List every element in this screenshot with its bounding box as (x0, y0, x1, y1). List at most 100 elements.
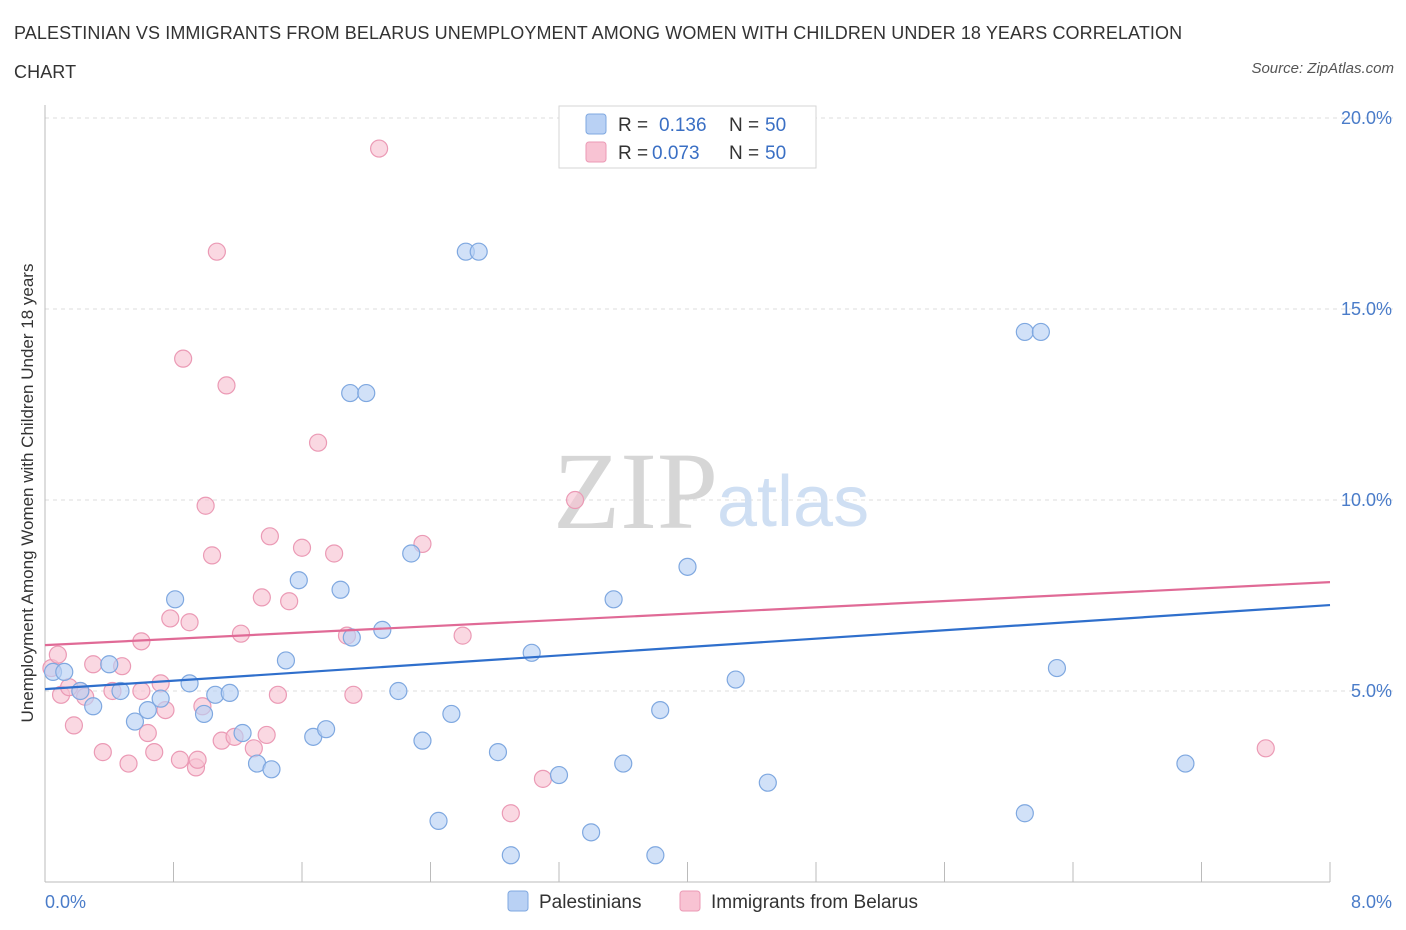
belarus-point-2 (64, 716, 84, 735)
bottom-legend-label-palestinians: Palestinians (539, 892, 641, 913)
series-palestinians-points (43, 242, 1195, 865)
palestinians-point-32 (469, 242, 488, 261)
belarus-point-28 (252, 588, 271, 607)
palestinians-point-40 (646, 846, 665, 865)
belarus-point-15 (170, 750, 190, 769)
trend-line-palestinians (44, 603, 1331, 691)
palestinians-point-45 (1015, 322, 1034, 342)
palestinians-point-17 (276, 651, 296, 670)
belarus-point-36 (344, 685, 363, 704)
palestinians-point-42 (678, 557, 697, 576)
palestinians-point-47 (1015, 804, 1034, 823)
watermark-atlas: atlas (717, 462, 869, 542)
grid-lines (45, 117, 1394, 692)
series-belarus-points (42, 139, 1275, 823)
belarus-point-33 (308, 433, 328, 452)
y-tick-label-5: 5.0% (1351, 681, 1392, 701)
palestinians-point-23 (341, 383, 360, 403)
belarus-point-47 (188, 750, 207, 769)
palestinians-point-11 (194, 704, 214, 724)
palestinians-point-29 (429, 811, 448, 830)
bottom-legend-label-belarus: Immigrants from Belarus (711, 892, 918, 913)
palestinians-point-36 (549, 765, 569, 785)
belarus-point-37 (370, 139, 389, 158)
legend-n-label-1: N = (729, 115, 759, 136)
palestinians-point-8 (151, 689, 170, 708)
palestinians-point-2 (71, 681, 90, 701)
y-tick-label-15: 15.0% (1341, 299, 1392, 319)
y-axis-title: Unemployment Among Women with Children U… (18, 264, 37, 723)
belarus-point-21 (202, 546, 222, 565)
legend-n-label-2: N = (729, 143, 759, 164)
belarus-point-41 (533, 769, 553, 788)
palestinians-point-27 (402, 544, 421, 563)
belarus-point-29 (260, 527, 279, 546)
palestinians-point-14 (233, 723, 252, 743)
palestinians-point-10 (180, 674, 199, 693)
belarus-point-46 (257, 725, 276, 745)
palestinians-point-33 (488, 743, 508, 762)
y-tick-labels: 5.0% 10.0% 15.0% 20.0% (1341, 108, 1392, 701)
watermark-zip: ZIP (553, 430, 718, 552)
belarus-point-43 (48, 645, 67, 664)
belarus-point-32 (292, 538, 312, 557)
palestinians-point-46 (1031, 322, 1050, 342)
belarus-point-12 (151, 674, 170, 693)
legend-n-value-2: 50 (765, 143, 786, 164)
legend-r-label-2: R = (618, 143, 648, 164)
x-tick-marks (173, 862, 1331, 882)
belarus-point-8 (119, 754, 138, 773)
belarus-point-31 (280, 592, 299, 611)
watermark: ZIP atlas (553, 430, 869, 552)
palestinians-point-5 (111, 681, 130, 701)
palestinians-point-43 (726, 670, 745, 689)
belarus-point-49 (1256, 739, 1275, 758)
palestinians-point-24 (357, 383, 376, 403)
belarus-point-16 (174, 349, 193, 368)
legend-r-value-1: 0.136 (659, 115, 707, 136)
chart-title: PALESTINIAN VS IMMIGRANTS FROM BELARUS U… (14, 23, 1183, 82)
legend-bottom: Palestinians Immigrants from Belarus (507, 890, 918, 913)
palestinians-point-18 (289, 571, 308, 590)
palestinians-point-4 (100, 655, 119, 674)
legend-swatch-belarus (585, 141, 607, 163)
palestinians-point-34 (501, 846, 520, 865)
y-tick-label-20: 20.0% (1341, 108, 1392, 128)
belarus-point-5 (93, 743, 112, 762)
belarus-point-34 (325, 544, 344, 563)
palestinians-point-44 (758, 773, 777, 792)
legend-n-value-1: 50 (765, 115, 786, 136)
palestinians-point-22 (342, 628, 361, 647)
palestinians-point-37 (582, 823, 601, 842)
belarus-point-17 (180, 613, 199, 632)
belarus-point-10 (138, 723, 157, 743)
palestinians-point-38 (604, 590, 623, 609)
legend-r-label-1: R = (618, 115, 648, 136)
belarus-point-11 (145, 743, 164, 762)
belarus-point-40 (501, 804, 520, 823)
belarus-point-26 (231, 624, 251, 643)
x-tick-label-max: 8.0% (1351, 892, 1392, 912)
palestinians-point-1 (55, 662, 74, 682)
palestinians-point-49 (1176, 754, 1195, 773)
trend-line-belarus (44, 581, 1331, 647)
palestinians-point-21 (331, 580, 350, 599)
x-tick-label-min: 0.0% (45, 892, 86, 912)
belarus-point-45 (132, 681, 151, 701)
belarus-point-24 (217, 376, 236, 395)
belarus-point-39 (453, 626, 472, 645)
belarus-point-30 (268, 685, 288, 704)
legend-swatch-palestinians (585, 113, 607, 135)
palestinians-point-48 (1047, 658, 1067, 678)
belarus-point-42 (565, 490, 585, 510)
palestinians-point-41 (651, 700, 670, 720)
belarus-point-20 (196, 496, 215, 515)
palestinians-point-39 (614, 754, 633, 773)
palestinians-point-9 (166, 590, 185, 609)
palestinians-point-30 (442, 704, 461, 724)
bottom-legend-swatch-palestinians (507, 890, 529, 912)
belarus-point-27 (244, 739, 263, 758)
belarus-point-14 (161, 609, 180, 628)
palestinians-point-6 (125, 712, 145, 731)
